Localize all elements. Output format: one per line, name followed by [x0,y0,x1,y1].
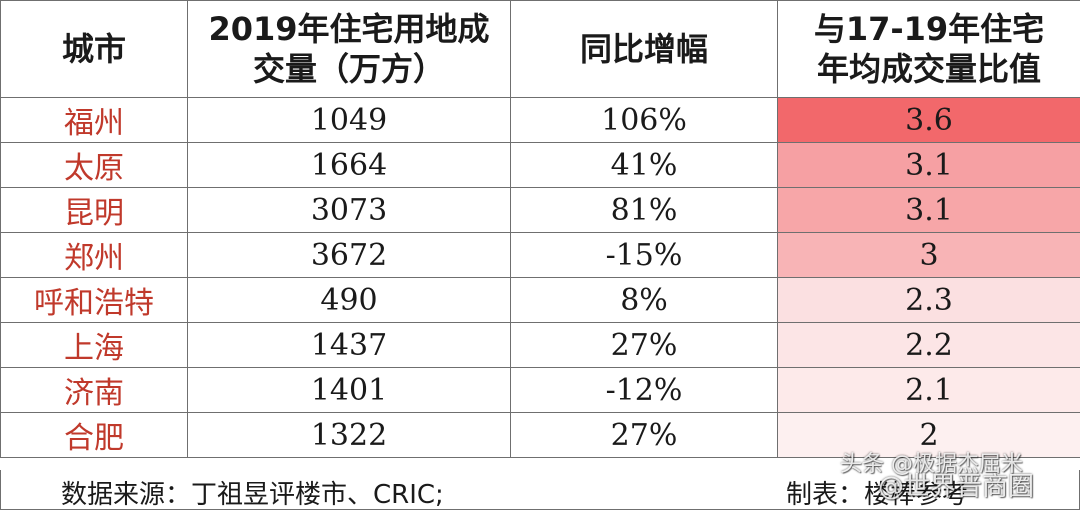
growth-cell: 27% [510,412,778,458]
table-footer: 数据来源：丁祖昱评楼市、CRIC; 制表：楼棒参考 [0,470,1080,510]
city-cell: 郑州 [0,232,188,278]
growth-cell: 27% [510,322,778,368]
header-growth: 同比增幅 [510,0,778,98]
table-row: 上海 1437 27% 2.2 [0,322,1080,368]
volume-cell: 1049 [187,97,511,143]
ratio-cell: 3 [777,232,1080,278]
volume-cell: 1322 [187,412,511,458]
volume-cell: 1401 [187,367,511,413]
volume-cell: 3672 [187,232,511,278]
table-row: 福州 1049 106% 3.6 [0,97,1080,143]
volume-cell: 3073 [187,187,511,233]
growth-cell: 106% [510,97,778,143]
growth-cell: -12% [510,367,778,413]
header-city: 城市 [0,0,188,98]
land-transaction-table: 城市 2019年住宅用地成 交量（万方） 同比增幅 与17-19年住宅 年均成交… [0,0,1080,458]
city-cell: 上海 [0,322,188,368]
growth-cell: -15% [510,232,778,278]
ratio-cell: 2 [777,412,1080,458]
city-cell: 合肥 [0,412,188,458]
table-row: 昆明 3073 81% 3.1 [0,187,1080,233]
ratio-cell: 3.1 [777,187,1080,233]
ratio-cell: 3.1 [777,142,1080,188]
ratio-cell: 2.1 [777,367,1080,413]
table-row: 合肥 1322 27% 2 [0,412,1080,458]
growth-cell: 8% [510,277,778,323]
table-row: 济南 1401 -12% 2.1 [0,367,1080,413]
city-cell: 昆明 [0,187,188,233]
table-row: 郑州 3672 -15% 3 [0,232,1080,278]
watermark-line-1: 头条 @极据杰屈米 [840,452,1023,477]
header-row: 城市 2019年住宅用地成 交量（万方） 同比增幅 与17-19年住宅 年均成交… [0,0,1080,98]
header-ratio: 与17-19年住宅 年均成交量比值 [777,0,1080,98]
growth-cell: 81% [510,187,778,233]
table-row: 呼和浩特 490 8% 2.3 [0,277,1080,323]
header-volume: 2019年住宅用地成 交量（万方） [187,0,511,98]
city-cell: 呼和浩特 [0,277,188,323]
watermark-line-2: @世界晋商圈 [878,472,1035,502]
data-source-note: 数据来源：丁祖昱评楼市、CRIC; [61,480,444,510]
city-cell: 福州 [0,97,188,143]
city-cell: 济南 [0,367,188,413]
ratio-cell: 2.2 [777,322,1080,368]
volume-cell: 1437 [187,322,511,368]
table-row: 太原 1664 41% 3.1 [0,142,1080,188]
volume-cell: 490 [187,277,511,323]
growth-cell: 41% [510,142,778,188]
ratio-cell: 3.6 [777,97,1080,143]
volume-cell: 1664 [187,142,511,188]
table-maker-note: 制表：楼棒参考 [786,480,969,510]
city-cell: 太原 [0,142,188,188]
ratio-cell: 2.3 [777,277,1080,323]
